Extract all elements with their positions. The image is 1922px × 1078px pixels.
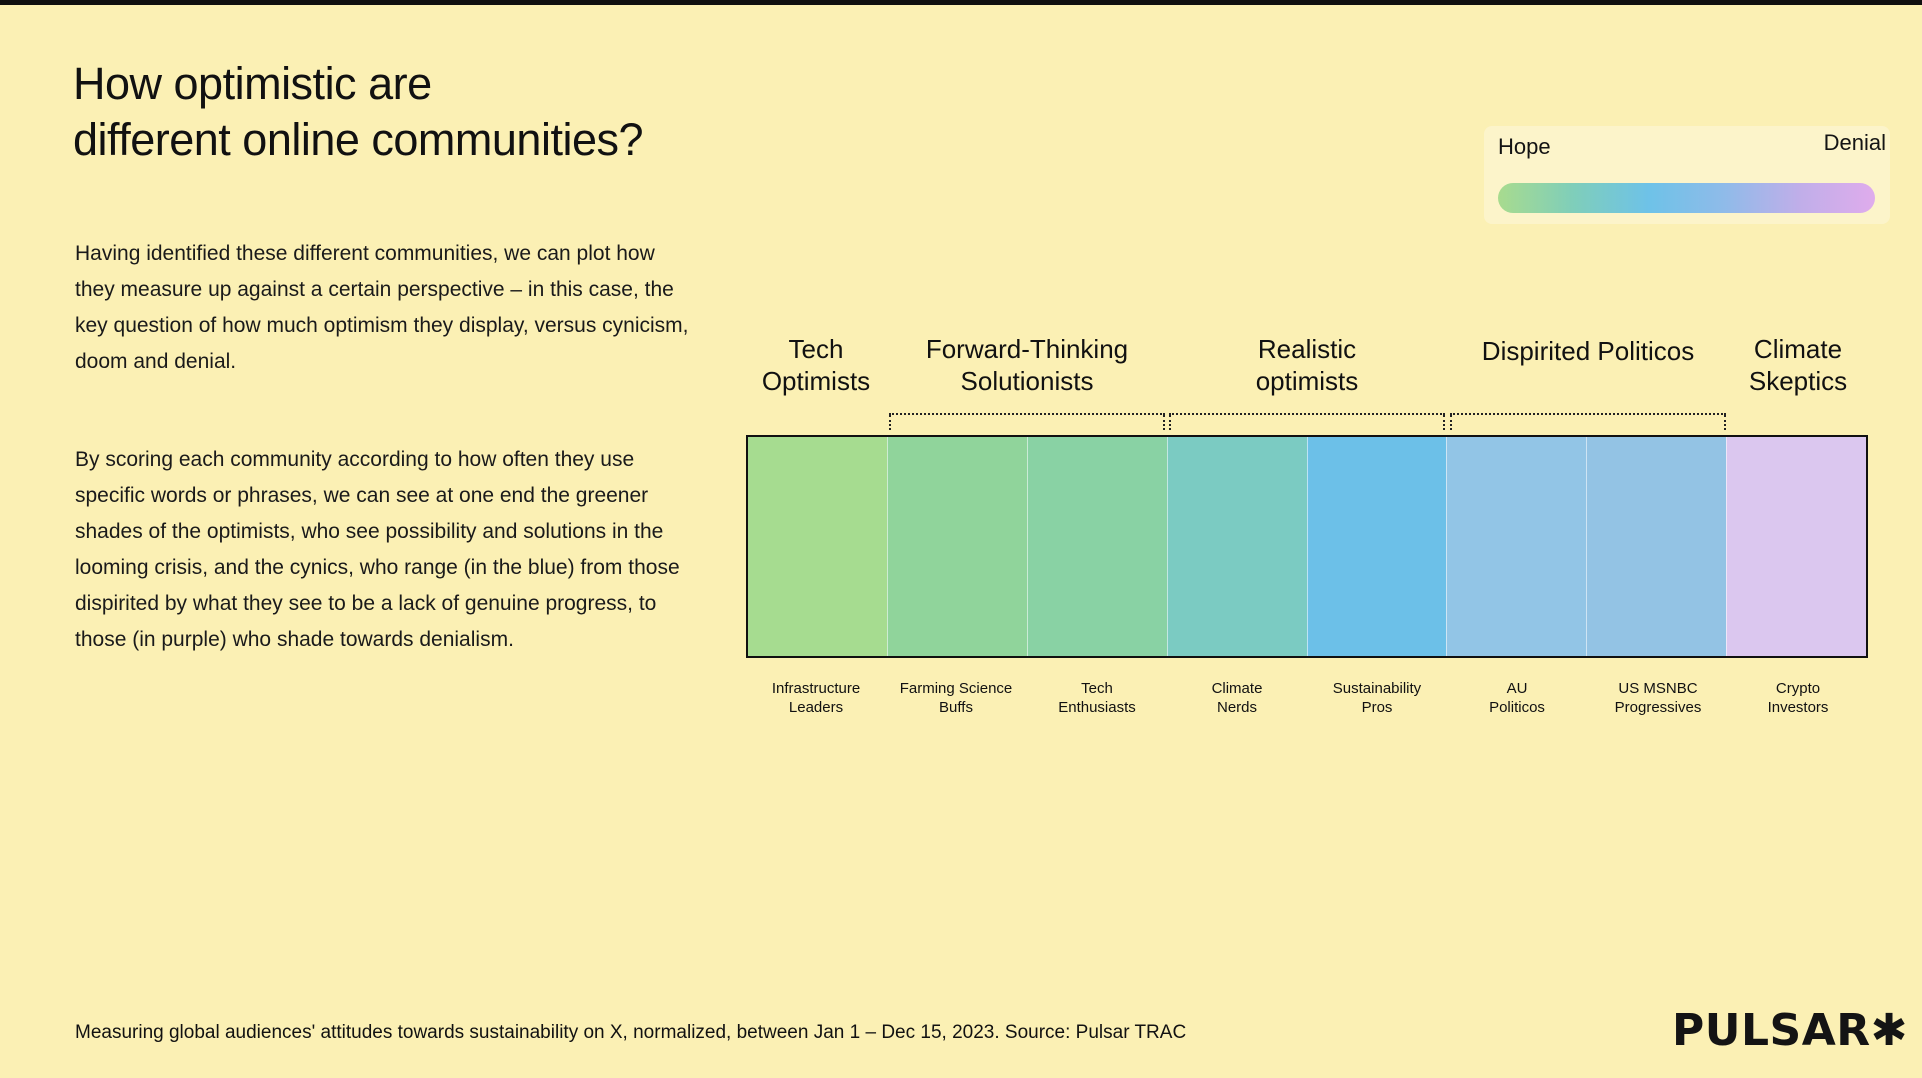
pulsar-logo: PULSAR✱ xyxy=(1671,1005,1908,1056)
group-label-realistic-optimists: Realistic optimists xyxy=(1255,334,1359,396)
segment-label-crypto-investors: Crypto Investors xyxy=(1767,680,1829,716)
bracket-realistic-optimists xyxy=(1169,413,1445,430)
segment-crypto-investors xyxy=(1726,437,1866,656)
segment-infrastructure-leaders xyxy=(748,437,887,656)
group-label-tech-optimists: Tech Optimists xyxy=(761,334,871,396)
intro-paragraph-2: By scoring each community according to h… xyxy=(75,448,680,651)
segment-farming-science-buffs xyxy=(886,437,1027,656)
group-label-climate-skeptics: Climate Skeptics xyxy=(1748,334,1848,396)
source-note: Measuring global audiences' attitudes to… xyxy=(75,1022,1187,1043)
segment-label-infrastructure-leaders: Infrastructure Leaders xyxy=(771,680,861,716)
segment-us-msnbc-progressives xyxy=(1586,437,1727,656)
segment-au-politicos xyxy=(1446,437,1587,656)
group-label-forward-thinking: Forward-Thinking Solutionists xyxy=(925,334,1129,396)
intro-paragraph-1: Having identified these different commun… xyxy=(75,242,689,373)
segment-label-climate-nerds: Climate Nerds xyxy=(1211,680,1263,716)
segment-sustainability-pros xyxy=(1306,437,1447,656)
bracket-dispirited-politicos xyxy=(1450,413,1726,430)
page-title: How optimistic are different online comm… xyxy=(73,58,644,165)
segment-label-us-msnbc-progressives: US MSNBC Progressives xyxy=(1614,680,1702,716)
segment-tech-enthusiasts xyxy=(1026,437,1167,656)
legend-denial-label: Denial xyxy=(1823,130,1886,155)
group-label-dispirited-politicos: Dispirited Politicos xyxy=(1481,336,1695,366)
hope-denial-legend: Hope Denial xyxy=(1484,126,1890,224)
legend-hope-label: Hope xyxy=(1498,134,1551,159)
spectrum-bar xyxy=(746,435,1868,658)
bracket-forward-thinking xyxy=(889,413,1165,430)
segment-label-farming-science-buffs: Farming Science Buffs xyxy=(899,680,1013,716)
hope-denial-gradient-bar xyxy=(1498,183,1875,213)
segment-label-sustainability-pros: Sustainability Pros xyxy=(1332,680,1422,716)
segment-climate-nerds xyxy=(1166,437,1307,656)
segment-label-au-politicos: AU Politicos xyxy=(1489,680,1545,716)
segment-label-tech-enthusiasts: Tech Enthusiasts xyxy=(1058,680,1136,716)
top-border xyxy=(0,0,1922,5)
